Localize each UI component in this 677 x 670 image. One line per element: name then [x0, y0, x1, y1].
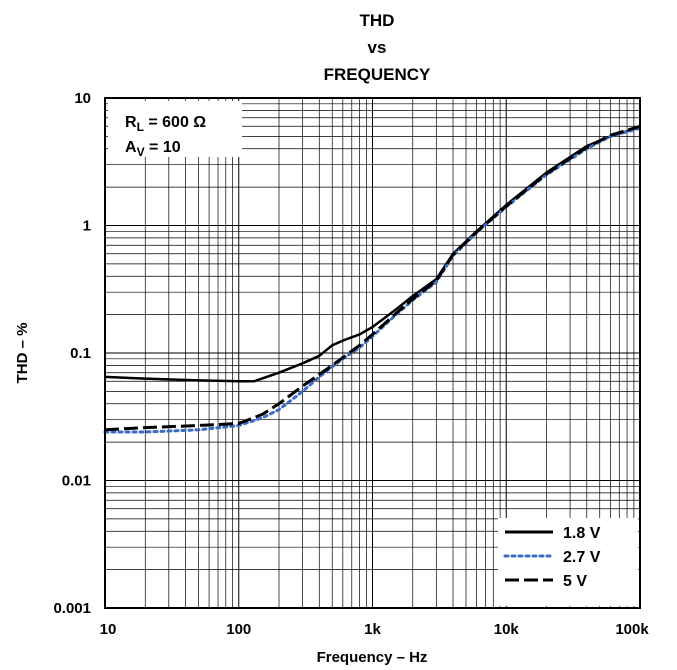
plot-frame	[104, 97, 641, 609]
y-tick-label: 0.01	[62, 473, 91, 490]
x-tick-label: 100	[226, 621, 251, 638]
x-tick-label: 10k	[494, 621, 520, 638]
series-line-2	[103, 126, 642, 434]
annotation-voltage-gain: AV = 10	[125, 139, 181, 159]
annotation-box	[108, 101, 242, 157]
y-tick-label: 0.001	[53, 600, 91, 617]
y-tick-label: 10	[74, 90, 91, 107]
y-axis-label: THD – %	[14, 323, 31, 384]
legend-label-2: 2.7 V	[563, 549, 601, 566]
x-tick-label: 100k	[615, 621, 649, 638]
tick-labels: 10 100 1k 10k 100k 0.001 0.01 0.1 1 10	[53, 90, 649, 638]
condition-annotation: RL = 600 Ω AV = 10	[108, 101, 242, 159]
y-tick-label: 0.1	[70, 345, 91, 362]
legend-label-1: 1.8 V	[563, 525, 601, 542]
series-line-3	[104, 124, 641, 432]
chart-title-line-1: THD	[360, 11, 395, 30]
x-tick-label: 1k	[364, 621, 381, 638]
y-tick-label: 1	[83, 218, 91, 235]
chart-title-line-3: FREQUENCY	[324, 65, 431, 84]
x-axis-label: Frequency – Hz	[317, 649, 428, 666]
data-series	[103, 124, 642, 434]
chart-title-line-2: vs	[368, 38, 387, 57]
annotation-load-resistance: RL = 600 Ω	[125, 114, 206, 134]
legend-label-3: 5 V	[563, 573, 587, 590]
series-line-1	[104, 126, 641, 383]
legend: 1.8 V 2.7 V 5 V	[498, 518, 638, 606]
legend-items: 1.8 V 2.7 V 5 V	[503, 525, 601, 590]
x-tick-label: 10	[100, 621, 117, 638]
